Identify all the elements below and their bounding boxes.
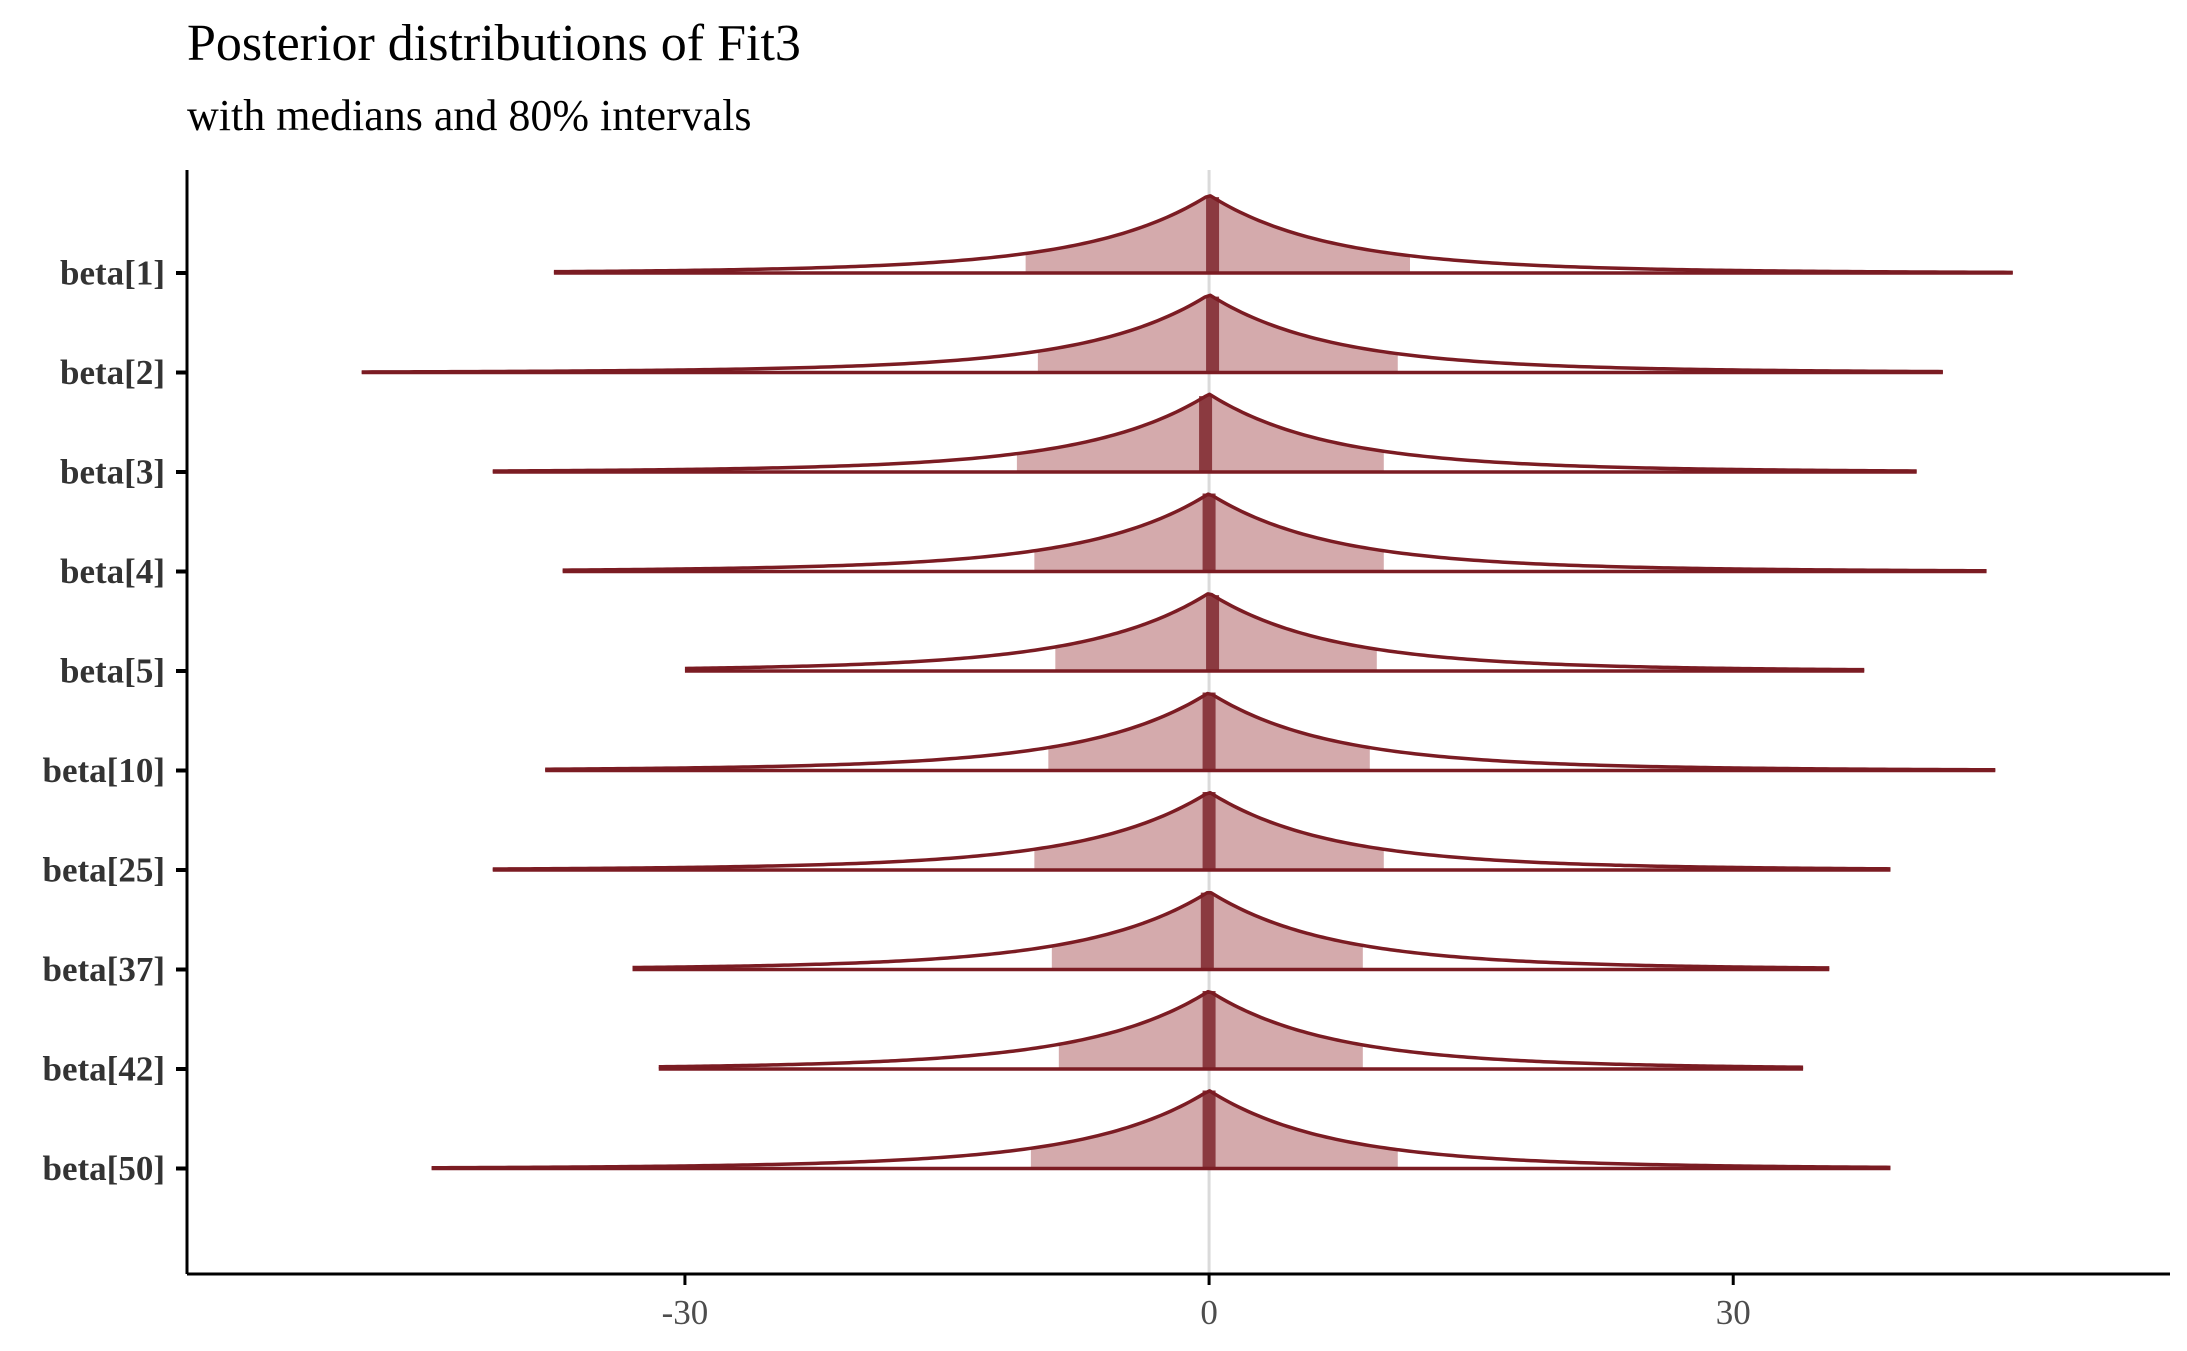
density-outline xyxy=(492,392,1917,473)
y-tick-label: beta[10] xyxy=(43,751,165,790)
y-tick-label: beta[50] xyxy=(43,1149,165,1188)
y-tick-label: beta[37] xyxy=(43,950,165,989)
y-tick-label: beta[4] xyxy=(60,552,165,591)
ridge-layer xyxy=(361,194,2013,1171)
ridge-beta[10] xyxy=(545,691,1996,773)
ridge-beta[3] xyxy=(492,392,1917,474)
axis-layer: beta[1] beta[2] beta[3] beta[4] beta[5] beta[… xyxy=(43,170,2170,1332)
ridge-beta[5] xyxy=(684,592,1865,673)
ridge-beta[50] xyxy=(431,1089,1891,1171)
chart-title: Posterior distributions of Fit3 xyxy=(187,15,801,72)
ridge-beta[37] xyxy=(632,890,1830,972)
ridge-beta[1] xyxy=(553,194,2013,275)
y-tick-label: beta[25] xyxy=(43,851,165,890)
y-tick-label: beta[5] xyxy=(60,652,165,691)
density-outline xyxy=(658,989,1804,1069)
density-outline xyxy=(562,492,1987,573)
ridge-beta[2] xyxy=(361,293,1943,375)
density-outline xyxy=(431,1089,1891,1170)
ridge-beta[4] xyxy=(562,492,1987,574)
y-tick-label: beta[2] xyxy=(60,353,165,392)
y-tick-label: beta[1] xyxy=(60,254,165,293)
density-outline xyxy=(632,890,1830,970)
x-tick-label: 30 xyxy=(1716,1293,1751,1332)
density-outline xyxy=(553,194,2013,275)
density-outline xyxy=(545,691,1996,772)
chart-subtitle: with medians and 80% intervals xyxy=(187,91,752,140)
ridge-beta[25] xyxy=(492,790,1891,872)
density-outline xyxy=(361,293,1943,374)
density-outline xyxy=(684,592,1865,672)
x-tick-label: 0 xyxy=(1200,1293,1218,1332)
x-tick-label: -30 xyxy=(662,1293,709,1332)
y-tick-label: beta[3] xyxy=(60,453,165,492)
density-outline xyxy=(492,790,1891,871)
y-tick-label: beta[42] xyxy=(43,1050,165,1089)
ridge-beta[42] xyxy=(658,989,1804,1071)
